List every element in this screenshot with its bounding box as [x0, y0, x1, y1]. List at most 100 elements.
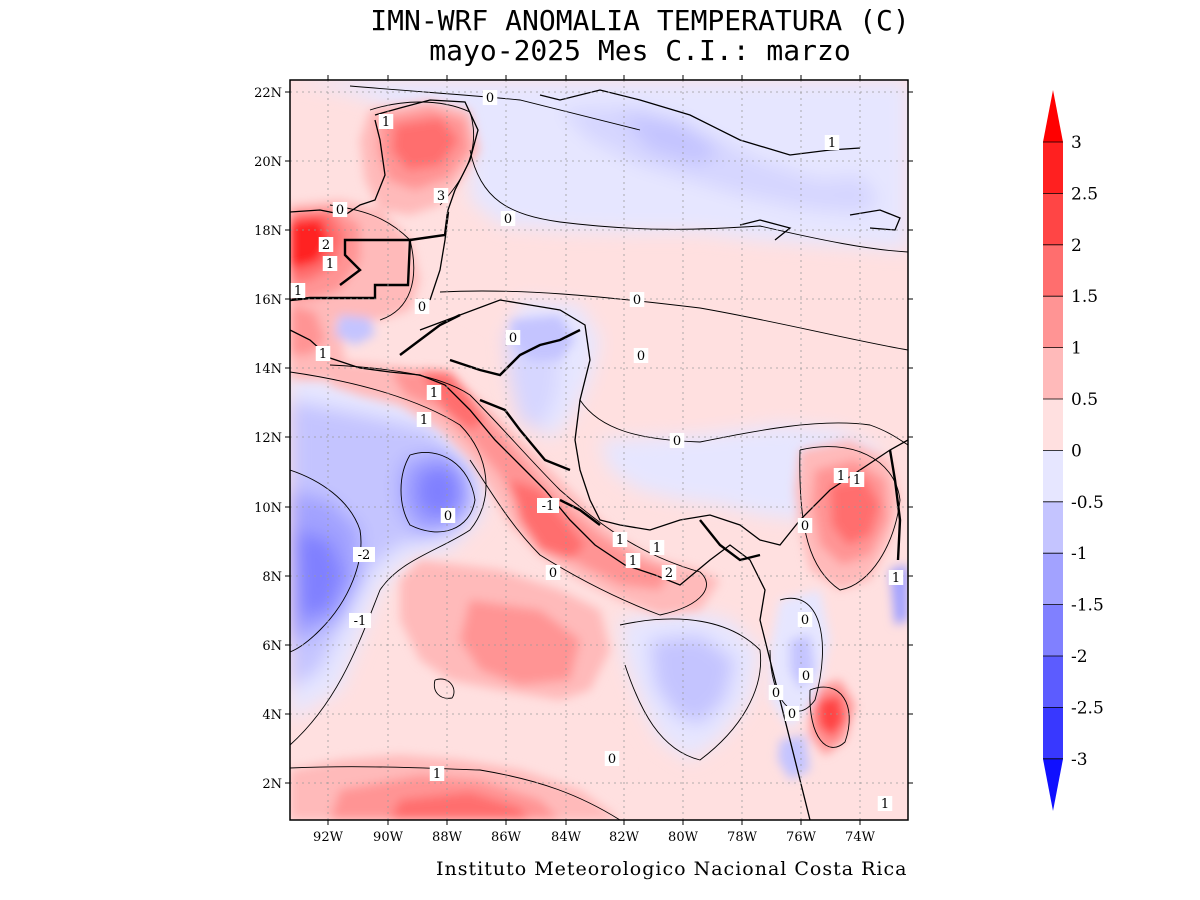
- contour-label-box: [877, 796, 893, 811]
- country-borders: [290, 211, 902, 562]
- contour-label-box: [315, 346, 331, 361]
- contour-label-box: [349, 613, 371, 628]
- colorbar-segment: [1043, 450, 1063, 502]
- lat-label: 20N: [254, 155, 282, 170]
- colorbar-label: 0: [1071, 441, 1082, 461]
- coastlines: [290, 89, 908, 820]
- colorbar-label: -1: [1071, 544, 1088, 564]
- grid-lines: [290, 80, 908, 820]
- colorbar-segment: [1043, 193, 1063, 245]
- contour-label: 1: [837, 469, 845, 484]
- contour-label-box: [353, 547, 375, 562]
- contour-label-box: [797, 612, 813, 627]
- lat-label: 12N: [254, 431, 282, 446]
- map-axes: 22N 20N 18N 16N 14N 12N 10N 8N 6N 4N 2N 92W 90W 88W 86…: [254, 75, 913, 845]
- colorbar-arrow-bottom: [1043, 759, 1063, 811]
- contour-label: 0: [637, 349, 645, 364]
- contour-label: 1: [420, 413, 428, 428]
- colorbar-label: 2.5: [1071, 184, 1098, 204]
- contour-label-box: [797, 518, 813, 533]
- contour-label: 0: [772, 686, 780, 701]
- lat-label: 10N: [254, 501, 282, 516]
- colorbar-segment: [1043, 501, 1063, 554]
- colorbar-label: 0.5: [1071, 390, 1098, 410]
- contour-label-box: [888, 570, 904, 585]
- contour-label: -1: [354, 614, 367, 629]
- footer-credit: Instituto Meteorologico Nacional Costa R…: [436, 858, 908, 880]
- contour-label: 0: [802, 669, 810, 684]
- contour-label-box: [290, 283, 306, 298]
- lon-label: 82W: [609, 830, 640, 845]
- contour-label-box: [332, 202, 348, 217]
- contour-label: 1: [294, 284, 302, 299]
- contour-label-box: [378, 114, 394, 129]
- lon-label: 86W: [491, 830, 522, 845]
- contour-label-box: [482, 90, 498, 105]
- colorbar-label: -0.5: [1071, 493, 1104, 513]
- contour-label-box: [629, 292, 645, 307]
- colorbar-segment: [1043, 707, 1063, 759]
- colorbar-label: -2: [1071, 647, 1088, 667]
- contour-label-box: [633, 348, 649, 363]
- contour-label: 1: [828, 136, 836, 151]
- colorbar-label: 3: [1071, 133, 1082, 153]
- contour-label-box: [625, 553, 641, 568]
- contour-label-box: [824, 135, 840, 150]
- contour-label: 1: [653, 541, 661, 556]
- contour-label-box: [416, 412, 432, 427]
- contour-label: 1: [430, 386, 438, 401]
- contour-label-box: [649, 540, 665, 555]
- contour-label-box: [414, 299, 430, 314]
- lat-label: 22N: [254, 86, 282, 101]
- lat-label: 18N: [254, 224, 282, 239]
- colorbar-segment: [1043, 399, 1063, 451]
- colorbar-segment: [1043, 656, 1063, 708]
- contour-label: 0: [549, 566, 557, 581]
- lon-label: 74W: [845, 830, 876, 845]
- contour-label: 0: [336, 203, 344, 218]
- contour-lines: [290, 85, 908, 820]
- contour-label-box: [798, 668, 814, 683]
- contour-label-box: [849, 472, 865, 487]
- lon-label: 78W: [727, 830, 758, 845]
- contour-label-box: [505, 330, 521, 345]
- contour-label-box: [500, 211, 516, 226]
- lat-label: 4N: [262, 708, 282, 723]
- contour-label: 0: [801, 613, 809, 628]
- colorbar-segment: [1043, 296, 1063, 348]
- contour-label: 0: [504, 212, 512, 227]
- colorbar-label: -3: [1071, 750, 1088, 770]
- contour-label-box: [440, 508, 456, 523]
- contour-label: 1: [629, 554, 637, 569]
- contour-label-box: [833, 468, 849, 483]
- contour-label: 0: [633, 293, 641, 308]
- lon-label: 92W: [313, 830, 344, 845]
- contour-label: 1: [881, 797, 889, 812]
- lat-label: 16N: [254, 293, 282, 308]
- lon-label: 90W: [373, 830, 404, 845]
- contour-label: -1: [542, 499, 555, 514]
- contour-label: 0: [788, 707, 796, 722]
- contour-label-box: [669, 433, 685, 448]
- contour-label: 0: [673, 434, 681, 449]
- contour-label: 3: [437, 189, 445, 204]
- lon-label: 80W: [668, 830, 699, 845]
- contour-label-box: [426, 385, 442, 400]
- plot-frame: [289, 79, 909, 821]
- colorbar-segment: [1043, 244, 1063, 297]
- contour-label: 2: [665, 566, 673, 581]
- contour-label-box: [545, 565, 561, 580]
- contour-label-box: [537, 498, 559, 513]
- colorbar-label: 2: [1071, 236, 1082, 256]
- contour-label: 1: [616, 533, 624, 548]
- contour-label: 1: [319, 347, 327, 362]
- map-subtitle: mayo-2025 Mes C.I.: marzo: [429, 34, 851, 67]
- contour-label: 2: [322, 238, 330, 253]
- contour-label-box: [768, 685, 784, 700]
- contour-label-box: [612, 532, 628, 547]
- lat-label: 6N: [262, 639, 282, 654]
- colorbar-label: 1: [1071, 339, 1082, 359]
- contour-label-box: [784, 706, 800, 721]
